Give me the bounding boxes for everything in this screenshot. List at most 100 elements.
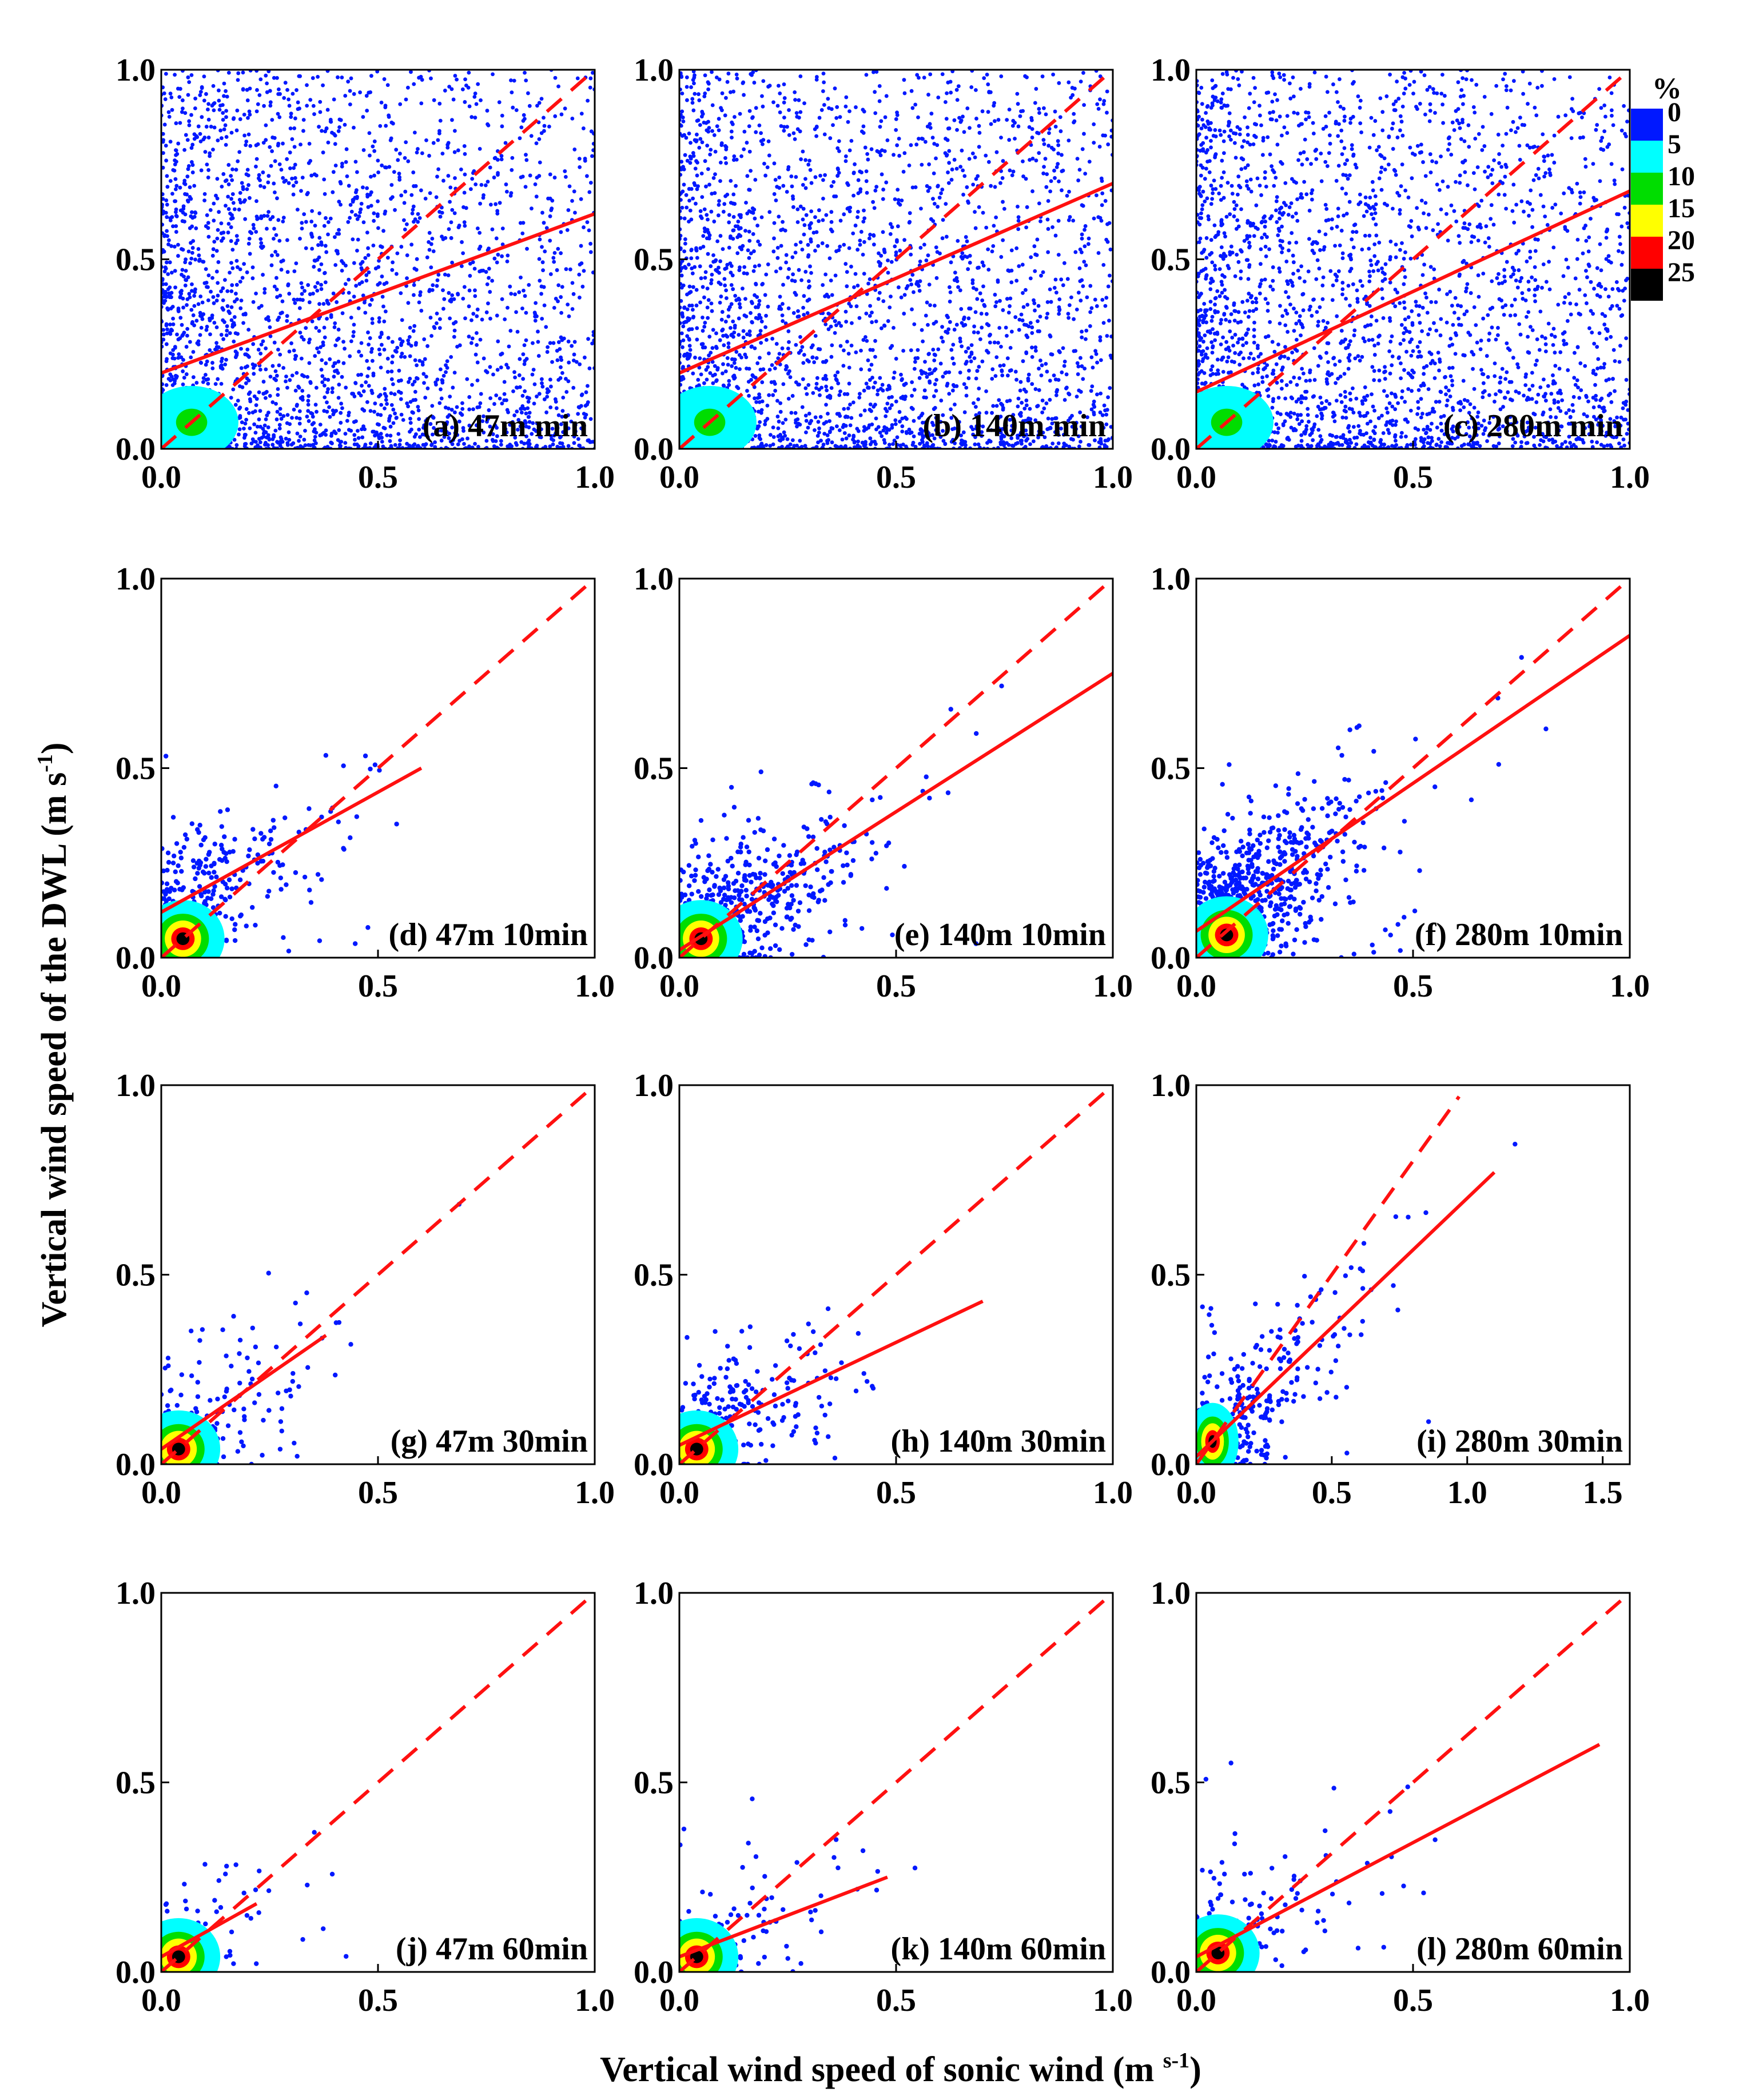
scatter-point [391,421,396,425]
scatter-point [882,324,887,328]
scatter-point [367,90,371,95]
scatter-point [252,372,256,376]
scatter-point [246,378,251,382]
scatter-point [229,396,233,400]
scatter-point [736,220,741,224]
scatter-point [193,96,197,101]
scatter-point [211,102,216,106]
scatter-point [695,173,699,178]
scatter-point [215,177,220,181]
scatter-point [184,269,188,273]
scatter-point [1039,373,1044,378]
scatter-point [427,248,432,252]
scatter-point [178,294,182,299]
scatter-point [185,174,190,179]
scatter-point [721,383,726,388]
scatter-point [892,376,896,380]
scatter-point [162,122,167,127]
scatter-point [807,279,811,284]
scatter-point [1037,151,1041,156]
scatter-point [210,313,214,318]
scatter-point [1013,121,1017,125]
scatter-point [753,264,757,269]
scatter-point [1082,132,1086,136]
scatter-point [764,338,769,342]
scatter-point [242,433,247,438]
scatter-point [485,420,489,424]
scatter-point [391,382,395,386]
scatter-point [851,400,855,405]
scatter-point [193,257,197,262]
scatter-point [851,231,855,236]
scatter-point [284,374,288,378]
scatter-point [781,282,785,287]
scatter-point [500,124,504,129]
scatter-point [421,372,426,376]
scatter-point [292,145,297,149]
scatter-point [524,78,528,83]
scatter-point [215,236,220,241]
scatter-point [164,359,169,364]
scatter-point [435,321,439,325]
scatter-point [449,354,453,359]
scatter-point [245,270,249,274]
scatter-point [681,119,686,123]
scatter-point [839,444,843,449]
scatter-point [331,190,335,194]
scatter-point [783,417,788,422]
scatter-point [930,433,935,437]
scatter-point [994,404,999,408]
scatter-point [344,147,349,152]
scatter-point [1015,91,1020,96]
scatter-point [446,273,451,277]
scatter-point [828,136,833,141]
scatter-point [692,81,696,86]
scatter-point [323,271,327,276]
scatter-point [377,320,381,324]
scatter-point [163,97,168,101]
scatter-point [420,151,424,156]
scatter-point [245,168,250,172]
scatter-point [548,341,552,345]
scatter-point [1032,301,1037,305]
scatter-point [270,215,275,219]
scatter-point [1017,317,1022,322]
scatter-point [864,381,869,386]
scatter-point [870,310,874,315]
scatter-point [275,295,279,299]
scatter-point [431,141,436,145]
scatter-point [439,428,444,433]
scatter-point [689,141,693,145]
scatter-point [180,110,184,114]
scatter-point [900,198,904,202]
scatter-point [729,129,734,134]
scatter-point [223,123,228,127]
scatter-point [413,217,417,221]
scatter-point [560,415,564,419]
scatter-point [856,439,860,444]
scatter-point [1061,283,1065,288]
scatter-point [349,339,353,344]
scatter-point [290,137,295,141]
scatter-point [725,79,730,84]
scatter-point [206,168,211,172]
scatter-point [377,281,382,285]
scatter-point [257,173,261,177]
scatter-point [183,283,188,288]
scatter-point [300,176,305,180]
scatter-point [730,273,735,278]
scatter-point [234,168,238,172]
scatter-point [339,181,343,186]
scatter-point [563,430,568,435]
scatter-point [934,428,938,432]
scatter-point [448,316,452,321]
scatter-point [1080,329,1084,334]
scatter-point [827,430,832,435]
scatter-point [205,213,209,217]
scatter-point [922,242,926,247]
scatter-point [763,422,767,427]
scatter-point [792,444,797,448]
scatter-point [339,440,344,444]
scatter-point [396,378,401,383]
scatter-point [1089,407,1094,412]
